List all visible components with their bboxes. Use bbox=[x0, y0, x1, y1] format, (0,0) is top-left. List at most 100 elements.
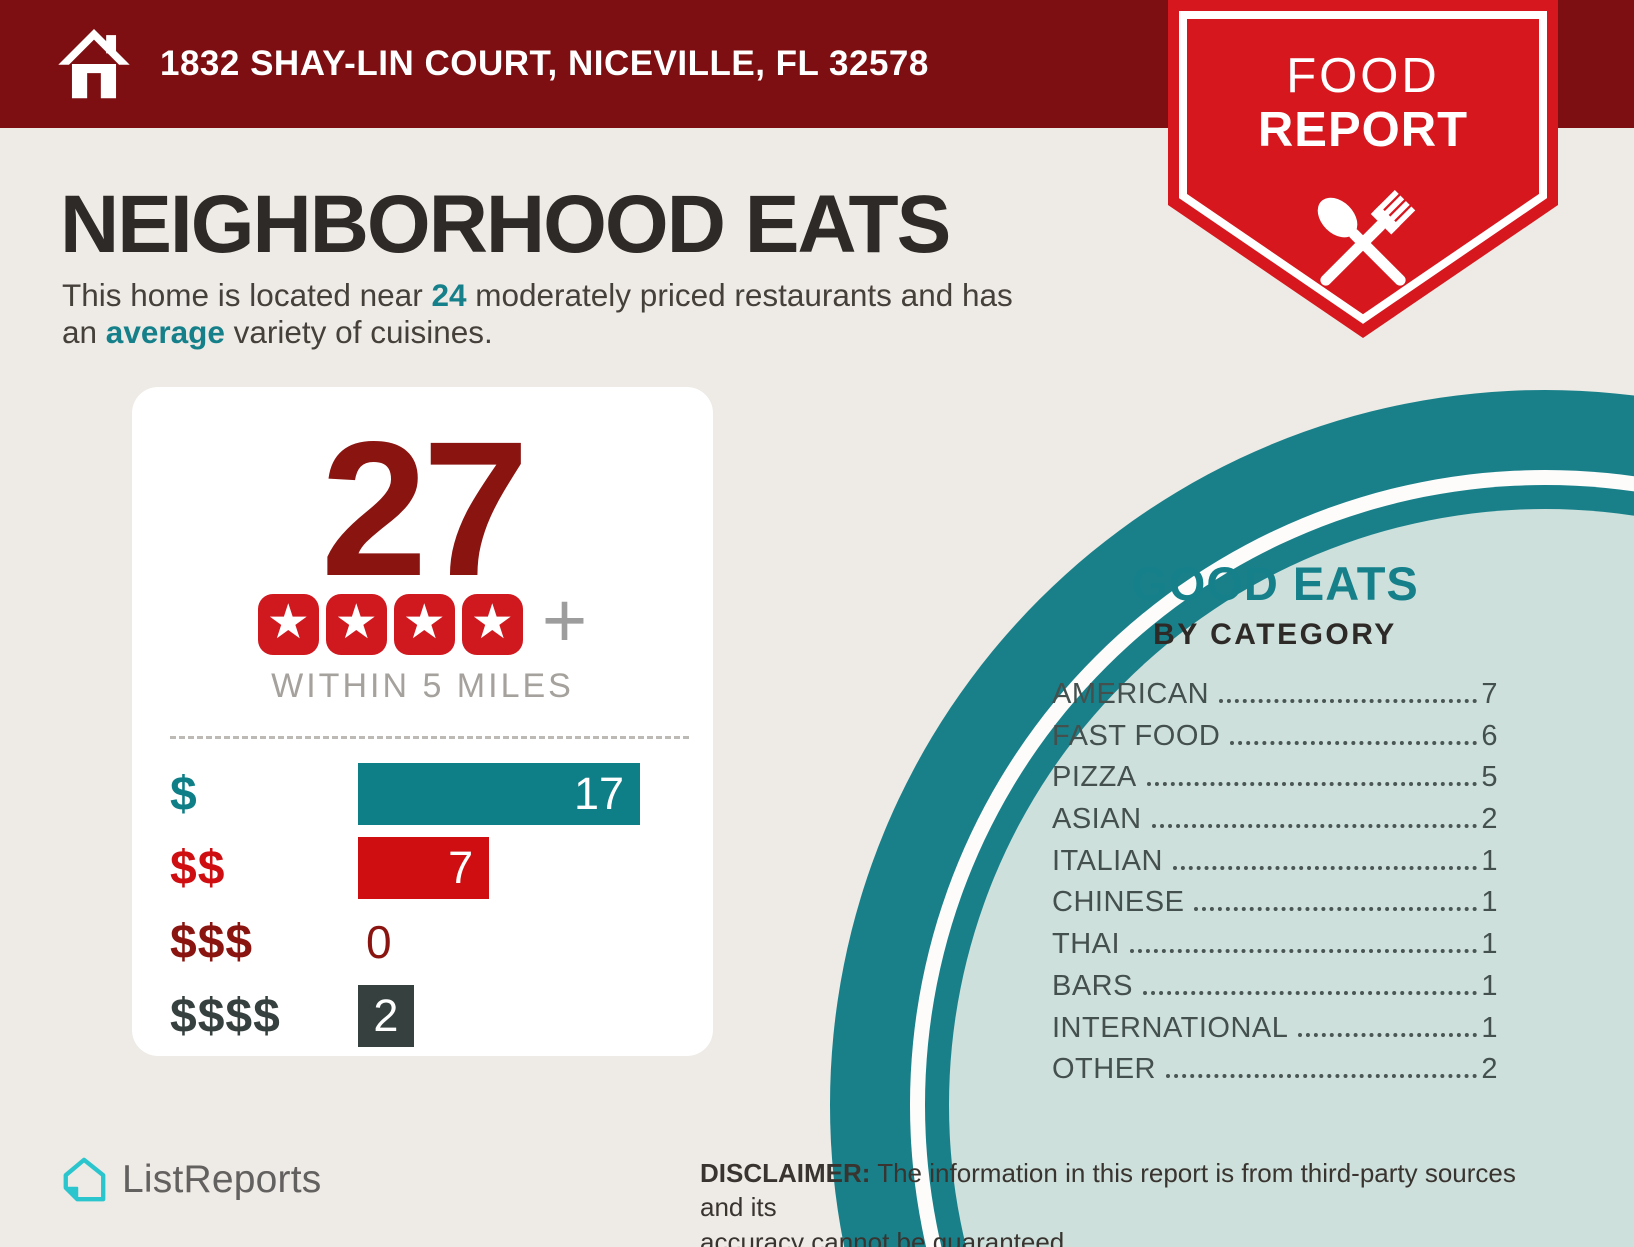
plus-icon: + bbox=[541, 575, 588, 664]
star-icon: ★ bbox=[325, 593, 387, 655]
category-value: 1 bbox=[1481, 1011, 1498, 1044]
price-label: $$$ bbox=[170, 915, 254, 969]
category-label: PIZZA bbox=[1052, 761, 1137, 794]
category-value: 7 bbox=[1481, 678, 1498, 710]
category-row: PIZZA 5 bbox=[1052, 761, 1498, 803]
good-eats-subtitle: BY CATEGORY bbox=[1153, 618, 1397, 651]
disclaimer-label: DISCLAIMER: bbox=[700, 1158, 871, 1188]
category-label: FAST FOOD bbox=[1052, 719, 1221, 752]
category-value: 2 bbox=[1481, 803, 1498, 836]
divider bbox=[170, 736, 689, 740]
listreports-logo-icon bbox=[63, 1157, 106, 1202]
disclaimer-line2: accuracy cannot be guaranteed. bbox=[700, 1226, 1072, 1247]
category-leader bbox=[1298, 1032, 1478, 1037]
subtitle-highlight: average bbox=[105, 314, 225, 351]
radius-label: WITHIN 5 MILES bbox=[271, 667, 574, 706]
good-eats-title: GOOD EATS bbox=[1131, 557, 1419, 610]
category-leader bbox=[1151, 824, 1478, 829]
bar-value: 17 bbox=[573, 768, 624, 820]
category-leader bbox=[1219, 699, 1478, 703]
subtitle-text: moderately priced restaurants and has an bbox=[62, 277, 1013, 351]
home-icon bbox=[58, 29, 130, 99]
bar-track: 2 bbox=[358, 985, 640, 1048]
subtitle-text: variety of cuisines. bbox=[224, 314, 493, 351]
price-bar-row: $$$ 0 bbox=[170, 911, 640, 973]
category-leader bbox=[1172, 865, 1478, 870]
category-row: BARS 1 bbox=[1052, 970, 1498, 1012]
star-icon: ★ bbox=[257, 593, 319, 655]
bar-track: 17 bbox=[358, 763, 640, 826]
category-row: ASIAN 2 bbox=[1052, 803, 1498, 845]
category-value: 5 bbox=[1481, 761, 1498, 794]
intro-subtitle: This home is located near 24 moderately … bbox=[62, 277, 1047, 351]
bar-track: 7 bbox=[358, 837, 640, 900]
category-label: AMERICAN bbox=[1052, 678, 1210, 710]
category-leader bbox=[1142, 990, 1478, 995]
bar-track: 0 bbox=[358, 911, 640, 973]
price-bar-row: $$$$ 2 bbox=[170, 985, 640, 1048]
category-leader bbox=[1230, 740, 1478, 745]
bar-value: 0 bbox=[366, 916, 392, 969]
star-glyph: ★ bbox=[334, 595, 378, 649]
category-value: 1 bbox=[1481, 844, 1498, 877]
category-label: BARS bbox=[1052, 969, 1133, 1002]
disclaimer: DISCLAIMER: The information in this repo… bbox=[700, 1156, 1530, 1247]
category-row: INTERNATIONAL 1 bbox=[1052, 1012, 1498, 1054]
bar-fill: 17 bbox=[358, 763, 640, 826]
category-label: THAI bbox=[1052, 928, 1121, 961]
category-row: FAST FOOD 6 bbox=[1052, 720, 1498, 762]
utensils-icon bbox=[1317, 189, 1416, 286]
category-value: 6 bbox=[1481, 719, 1498, 752]
bar-value: 2 bbox=[373, 990, 399, 1042]
category-label: OTHER bbox=[1052, 1053, 1156, 1086]
price-label: $$ bbox=[170, 841, 226, 895]
category-value: 1 bbox=[1481, 969, 1498, 1002]
category-label: CHINESE bbox=[1052, 886, 1185, 919]
brand-name: ListReports bbox=[122, 1158, 322, 1201]
category-leader bbox=[1146, 782, 1478, 787]
price-label: $ bbox=[170, 767, 198, 821]
property-address: 1832 SHAY-LIN COURT, NICEVILLE, FL 32578 bbox=[160, 44, 929, 83]
price-bar-row: $17 bbox=[170, 763, 640, 826]
subtitle-highlight: 24 bbox=[431, 277, 467, 313]
star-glyph: ★ bbox=[402, 595, 446, 649]
category-row: AMERICAN 7 bbox=[1052, 678, 1498, 720]
badge-line1: FOOD bbox=[1286, 49, 1440, 103]
category-value: 2 bbox=[1481, 1053, 1498, 1086]
bar-fill: 7 bbox=[358, 837, 490, 900]
category-leader bbox=[1130, 949, 1478, 954]
badge-line2: REPORT bbox=[1258, 103, 1468, 157]
disclaimer-line1: The information in this report is from t… bbox=[700, 1158, 1516, 1223]
stats-card: 27 ★ ★ ★ ★ + WITHIN 5 MILES $17 $$ 7 $$$ 0 $$$$ 2 bbox=[132, 387, 713, 1056]
category-row: ITALIAN 1 bbox=[1052, 845, 1498, 887]
category-label: ITALIAN bbox=[1052, 844, 1163, 877]
restaurant-count: 27 bbox=[320, 401, 530, 616]
category-row: THAI 1 bbox=[1052, 928, 1498, 970]
subtitle-text: This home is located near bbox=[62, 277, 432, 313]
star-rating: ★ ★ ★ ★ + bbox=[132, 581, 713, 659]
star-icon: ★ bbox=[393, 593, 455, 655]
good-eats-panel: GOOD EATS BY CATEGORY AMERICAN 7 FAST FOOD… bbox=[1052, 556, 1498, 1095]
category-label: INTERNATIONAL bbox=[1052, 1011, 1289, 1044]
food-report-badge: FOOD REPORT bbox=[1168, 0, 1558, 338]
category-row: OTHER 2 bbox=[1052, 1053, 1498, 1095]
page-title: NEIGHBORHOOD EATS bbox=[60, 179, 951, 270]
bar-value: 7 bbox=[448, 842, 474, 894]
brand-logo: ListReports bbox=[60, 1156, 321, 1204]
category-leader bbox=[1194, 907, 1478, 912]
star-glyph: ★ bbox=[470, 595, 514, 649]
price-bar-chart: $17 $$ 7 $$$ 0 $$$$ 2 bbox=[170, 763, 713, 1048]
category-leader bbox=[1166, 1074, 1478, 1079]
category-row: CHINESE 1 bbox=[1052, 886, 1498, 928]
category-label: ASIAN bbox=[1052, 803, 1142, 836]
bar-fill: 2 bbox=[358, 985, 415, 1048]
category-value: 1 bbox=[1481, 886, 1498, 919]
category-list: AMERICAN 7 FAST FOOD 6 PIZZA 5 ASIAN 2 ITALIAN 1 C… bbox=[1052, 678, 1498, 1095]
badge-border bbox=[1179, 11, 1547, 324]
price-bar-row: $$ 7 bbox=[170, 837, 640, 900]
category-value: 1 bbox=[1481, 928, 1498, 961]
price-label: $$$$ bbox=[170, 989, 281, 1043]
star-icon: ★ bbox=[461, 593, 523, 655]
star-glyph: ★ bbox=[266, 595, 310, 649]
